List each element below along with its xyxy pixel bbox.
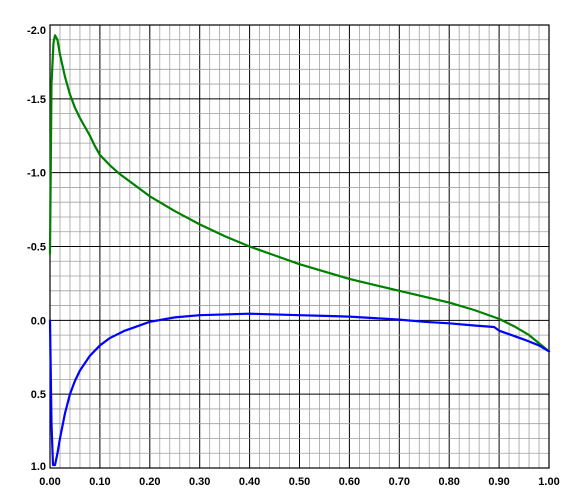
x-tick-label: 0.40	[239, 476, 260, 488]
x-tick-label: 0.10	[89, 476, 110, 488]
y-tick-label: -2.0	[27, 25, 46, 37]
grid	[49, 24, 550, 469]
y-tick-labels: -2.0 -1.5 -1.0 -0.5 0.0 0.5 1.0	[27, 25, 46, 473]
x-tick-label: 0.70	[389, 476, 410, 488]
y-tick-label: -1.0	[27, 168, 46, 180]
series-lines	[48, 34, 551, 467]
y-tick-label: 0.0	[31, 315, 46, 327]
y-tick-label: 1.0	[31, 461, 46, 473]
x-tick-label: 0.80	[438, 476, 459, 488]
y-tick-label: -1.5	[27, 94, 46, 106]
y-tick-label: 0.5	[31, 389, 46, 401]
x-tick-label: 0.60	[339, 476, 360, 488]
x-tick-label: 0.90	[488, 476, 509, 488]
x-tick-label: 1.00	[538, 476, 559, 488]
x-tick-label: 0.00	[39, 476, 60, 488]
series-line-2	[48, 312, 551, 467]
x-tick-label: 0.50	[289, 476, 310, 488]
series-line-1	[48, 34, 551, 353]
y-tick-label: -0.5	[27, 242, 46, 254]
x-tick-label: 0.20	[139, 476, 160, 488]
x-tick-label: 0.30	[189, 476, 210, 488]
x-tick-labels: 0.00 0.10 0.20 0.30 0.40 0.50 0.60 0.70 0.80 0.90…	[39, 476, 559, 488]
